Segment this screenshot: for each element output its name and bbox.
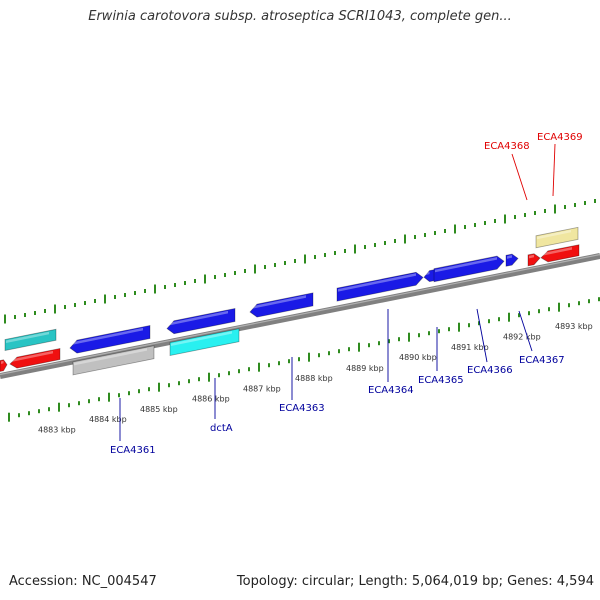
gene-leader-line <box>511 153 528 201</box>
gene-block <box>72 345 155 376</box>
gene-label: ECA4369 <box>537 132 583 143</box>
gene-leader-line <box>476 308 488 363</box>
scale-label: 4889 kbp <box>346 364 384 373</box>
page-title: Erwinia carotovora subsp. atroseptica SC… <box>88 9 512 24</box>
gene-block <box>249 292 314 318</box>
gene-label: ECA4364 <box>368 385 414 396</box>
gene-label: ECA4361 <box>110 445 156 456</box>
scale-ticks <box>4 199 600 422</box>
gene-block <box>527 253 541 267</box>
gene-block <box>4 328 57 351</box>
gene-block <box>336 271 424 302</box>
backbone-highlight <box>0 253 600 376</box>
scale-label: 4883 kbp <box>38 425 76 434</box>
gene-label: ECA4365 <box>418 375 464 386</box>
backbone <box>0 253 600 379</box>
gene-features <box>0 226 580 376</box>
gene-block <box>540 244 580 263</box>
gene-block <box>69 325 151 354</box>
scale-label: 4893 kbp <box>555 322 593 331</box>
scale-label: 4890 kbp <box>399 353 437 362</box>
gene-block <box>0 359 8 372</box>
scale-label: 4891 kbp <box>451 343 489 352</box>
scale-label: 4888 kbp <box>295 374 333 383</box>
gene-label: ECA4363 <box>279 403 325 414</box>
gene-leader-line <box>518 310 533 352</box>
gene-block <box>166 308 236 335</box>
scale-labels: 4883 kbp 4884 kbp 4885 kbp 4886 kbp 4887 kbp… <box>38 322 593 434</box>
scale-label: 4886 kbp <box>192 395 230 404</box>
scale-label: 4884 kbp <box>89 415 127 424</box>
gene-label: ECA4366 <box>467 365 513 376</box>
gene-label: ECA4367 <box>519 355 565 366</box>
backbone-line <box>0 253 600 379</box>
scale-label: 4892 kbp <box>503 332 541 341</box>
gene-block <box>505 253 519 267</box>
gene-leader-line <box>552 143 556 197</box>
gene-block <box>535 226 579 249</box>
scale-label: 4887 kbp <box>243 384 281 393</box>
gene-block <box>169 328 240 356</box>
gene-block <box>9 348 61 369</box>
gene-block <box>433 255 505 283</box>
gene-block <box>423 269 436 283</box>
accession-label: Accession: NC_004547 <box>9 574 157 589</box>
genome-summary: Topology: circular; Length: 5,064,019 bp… <box>236 574 594 589</box>
gene-label: ECA4368 <box>484 141 530 152</box>
scale-label: 4885 kbp <box>140 405 178 414</box>
gene-label: dctA <box>210 423 233 434</box>
